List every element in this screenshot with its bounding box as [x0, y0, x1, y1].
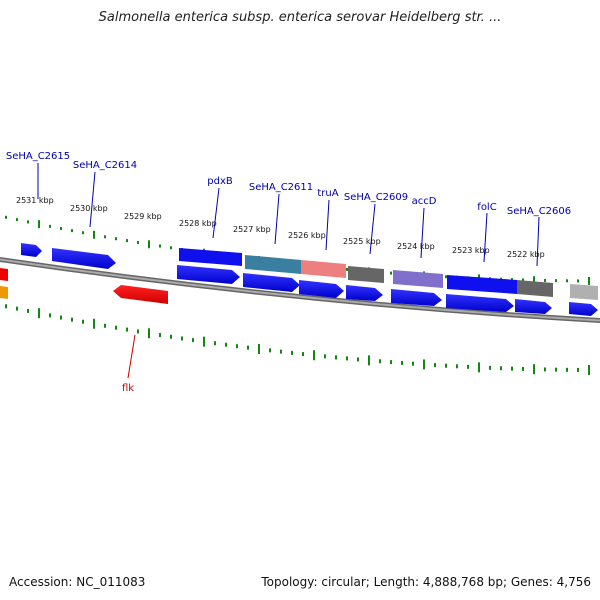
backbone [0, 256, 600, 323]
gene-arrow[interactable] [348, 266, 384, 283]
gene-arrow[interactable] [517, 280, 553, 297]
inner-tick-ring [5, 304, 590, 375]
tick-label: 2524 kbp [397, 242, 435, 251]
gene-label[interactable]: truA [317, 188, 338, 199]
gene-arrow[interactable] [393, 270, 443, 288]
gene-arrow[interactable] [447, 275, 517, 294]
gene-arrow[interactable] [52, 248, 116, 269]
topology-label: Topology: circular; Length: 4,888,768 bp… [261, 575, 591, 589]
gene-label[interactable]: SeHA_C2611 [249, 182, 313, 193]
gene-arrow[interactable] [243, 273, 300, 292]
gene-label[interactable]: SeHA_C2609 [344, 192, 408, 203]
accession-label: Accession: NC_011083 [9, 575, 146, 589]
gene-arrow[interactable] [301, 260, 346, 278]
tick-label: 2522 kbp [507, 250, 545, 259]
tick-label: 2530 kbp [70, 204, 108, 213]
reverse-genes [113, 285, 168, 304]
gene-arrow[interactable] [299, 280, 344, 298]
gene-arrow[interactable] [177, 265, 240, 284]
gene-label[interactable]: accD [412, 196, 437, 207]
gene-arrow[interactable] [391, 289, 442, 306]
forward-genes [0, 243, 598, 300]
tick-label: 2523 kbp [452, 246, 490, 255]
gene-arrow[interactable] [21, 243, 42, 257]
gene-label[interactable]: SeHA_C2615 [6, 151, 70, 162]
tick-label: 2529 kbp [124, 212, 162, 221]
gene-label[interactable]: SeHA_C2606 [507, 206, 571, 217]
gene-arrow-reverse[interactable] [113, 285, 168, 304]
forward-genes-row2 [0, 265, 598, 316]
tick-label: 2531 kbp [16, 196, 54, 205]
gene-label[interactable]: flk [122, 383, 134, 394]
label-leaders [37, 163, 540, 379]
gene-label[interactable]: pdxB [207, 176, 233, 187]
gene-labels: SeHA_C2615 SeHA_C2614 pdxB SeHA_C2611 tr… [6, 151, 571, 394]
gene-label[interactable]: folC [477, 202, 496, 213]
tick-labels: 2531 kbp 2530 kbp 2529 kbp 2528 kbp 2527… [16, 196, 545, 259]
gene-arrow[interactable] [515, 299, 552, 314]
gene-arrow[interactable] [0, 286, 8, 299]
gene-arrow[interactable] [0, 268, 8, 281]
tick-label: 2527 kbp [233, 225, 271, 234]
gene-arrow[interactable] [570, 284, 598, 300]
page-title: Salmonella enterica subsp. enterica sero… [98, 10, 502, 25]
gene-arrow[interactable] [569, 302, 598, 316]
gene-arrow[interactable] [446, 294, 514, 312]
tick-label: 2525 kbp [343, 237, 381, 246]
gene-arrow[interactable] [179, 248, 242, 266]
tick-label: 2526 kbp [288, 231, 326, 240]
gene-arrow[interactable] [245, 255, 301, 274]
gene-arrow[interactable] [346, 285, 383, 301]
gene-label[interactable]: SeHA_C2614 [73, 160, 137, 171]
tick-label: 2528 kbp [179, 219, 217, 228]
